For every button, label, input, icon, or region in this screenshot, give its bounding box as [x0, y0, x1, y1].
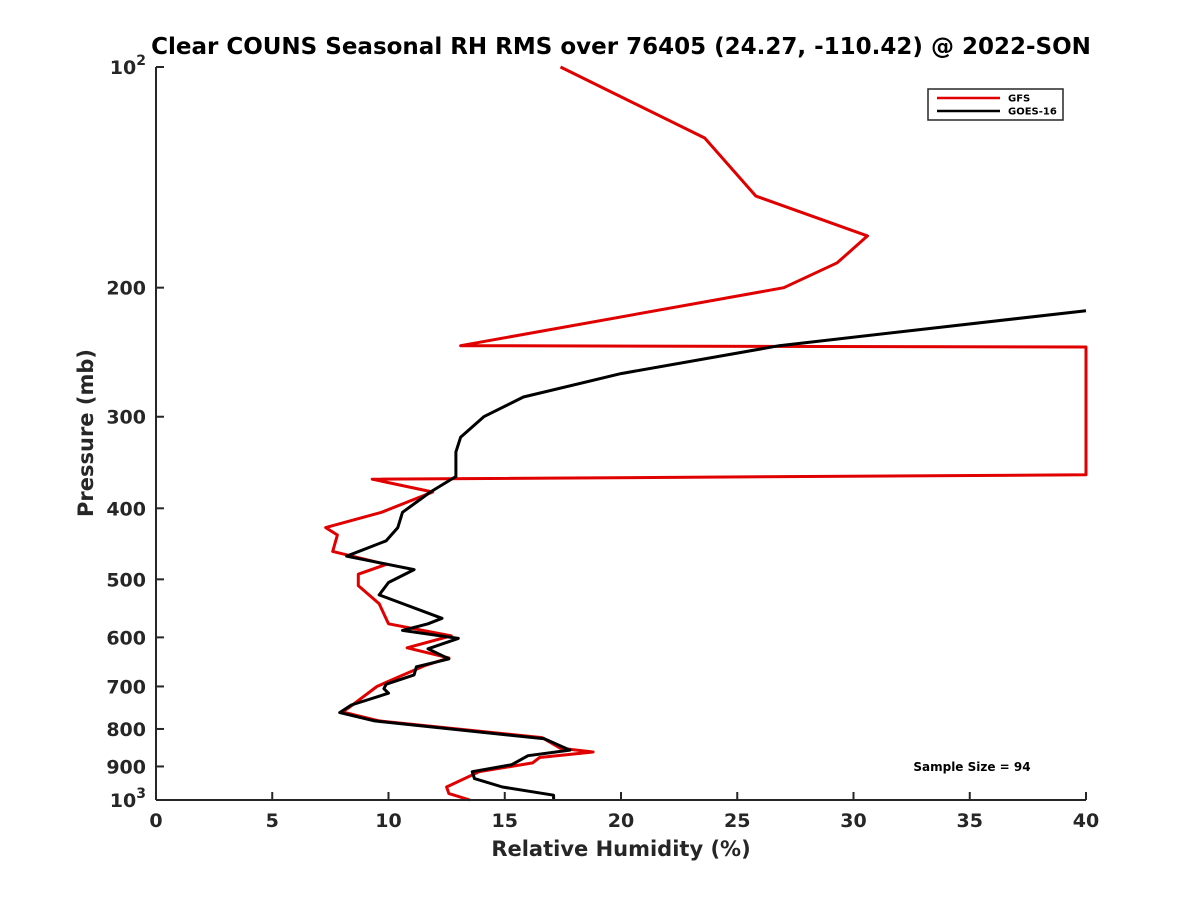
- y-tick-label: 900: [106, 756, 146, 778]
- y-tick-label: 103: [110, 786, 146, 812]
- x-tick-label: 5: [266, 810, 279, 832]
- y-axis-label: Pressure (mb): [74, 349, 98, 517]
- y-tick-label: 600: [106, 627, 146, 649]
- y-tick-label: 400: [106, 498, 146, 520]
- sample-size-annotation: Sample Size = 94: [913, 760, 1030, 774]
- y-tick-label: 500: [106, 569, 146, 591]
- legend: GFS GOES-16: [927, 88, 1064, 121]
- axes-layer: [155, 67, 1086, 801]
- series-line-gfs: [324, 65, 1088, 802]
- y-tick-label: 800: [106, 719, 146, 741]
- x-tick-label: 0: [149, 810, 162, 832]
- series-line-goes-16: [338, 309, 1087, 800]
- x-tick-label: 25: [724, 810, 750, 832]
- x-tick-label: 35: [957, 810, 983, 832]
- chart-title: Clear COUNS Seasonal RH RMS over 76405 (…: [151, 34, 1091, 60]
- x-tick-label: 10: [375, 810, 401, 832]
- x-tick-label: 15: [492, 810, 518, 832]
- series-layer: [324, 65, 1088, 802]
- x-tick-label: 40: [1073, 810, 1099, 832]
- y-tick-label: 102: [110, 53, 146, 79]
- ticks-layer: 0 5 10 15 20 25 30 35 40 102 200 300 400 500 600 700 800…: [106, 53, 1099, 832]
- x-tick-label: 20: [608, 810, 634, 832]
- legend-label: GFS: [1008, 94, 1030, 105]
- legend-label: GOES-16: [1008, 107, 1057, 118]
- y-tick-label: 300: [106, 407, 146, 429]
- x-axis-label: Relative Humidity (%): [491, 837, 750, 861]
- y-tick-label: 700: [106, 676, 146, 698]
- x-tick-label: 30: [840, 810, 866, 832]
- legend-box: [927, 88, 1064, 121]
- y-tick-label: 200: [106, 278, 146, 300]
